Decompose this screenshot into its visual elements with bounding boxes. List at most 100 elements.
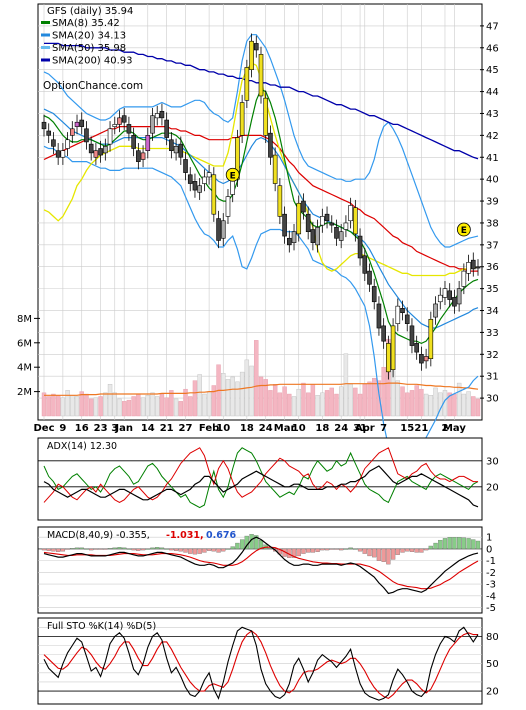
volume-bar: [112, 392, 117, 417]
date-tick-label: 18: [240, 423, 254, 434]
candle-body: [117, 117, 122, 125]
macd-histogram-bar: [46, 548, 51, 551]
legend-label: SMA(20) 34.13: [52, 31, 126, 42]
candle-body: [211, 174, 217, 215]
candle-body: [390, 325, 396, 370]
date-tick-label: Apr: [355, 423, 375, 434]
candle-body: [433, 303, 438, 318]
candle-body: [164, 119, 169, 138]
volume-bar: [84, 393, 89, 417]
macd-histogram-bar: [112, 547, 117, 550]
volume-bar: [390, 370, 396, 417]
price-tick-label: 38: [486, 218, 499, 229]
candle-body: [173, 146, 179, 154]
price-tick-label: 31: [486, 372, 499, 383]
volume-bar: [277, 392, 283, 417]
candle-body: [46, 130, 52, 136]
candle-body: [414, 343, 419, 353]
volume-bar: [192, 380, 198, 417]
macd-histogram-bar: [362, 548, 367, 554]
date-tick-label: 3: [111, 423, 118, 434]
volume-average-line: [44, 382, 479, 396]
volume-bar: [211, 385, 217, 417]
candle-body: [305, 213, 311, 233]
macd-histogram-bar: [438, 539, 443, 550]
price-tick-label: 47: [486, 21, 499, 32]
sma-red-line: [43, 125, 478, 272]
candle-body: [159, 110, 165, 119]
sto-label: Full STO %K(14) %D(5): [47, 621, 156, 632]
volume-bar: [60, 397, 66, 417]
macd-histogram-bar: [192, 548, 198, 555]
macd-layer: 10-1-2-3-4-5: [38, 533, 496, 614]
stochastic-layer: 80 50 20: [38, 626, 499, 701]
adx-label: ADX(14) 12.30: [47, 441, 117, 452]
volume-bar: [466, 391, 471, 417]
event-marker-label: E: [230, 171, 236, 181]
candle-body: [112, 124, 118, 127]
candle-body: [386, 343, 391, 373]
candle-body: [338, 231, 344, 241]
macd-histogram-bar: [357, 548, 363, 552]
candle-body: [244, 67, 250, 101]
volume-bar: [235, 381, 240, 417]
macd-histogram-bar: [70, 548, 75, 550]
macd-histogram-bar: [74, 547, 80, 550]
candle-body: [301, 200, 306, 213]
price-tick-label: 35: [486, 284, 499, 295]
event-marker: [456, 222, 471, 237]
volume-bar: [357, 393, 363, 417]
candle-body: [70, 128, 75, 136]
legend-label: SMA(8) 35.42: [52, 18, 120, 29]
volume-bar: [121, 401, 127, 417]
candle-body: [376, 303, 382, 329]
candle-body: [400, 308, 405, 314]
macd-histogram-bar: [390, 548, 396, 560]
macd-histogram-bar: [315, 548, 320, 552]
volume-tick-label: 4M: [17, 363, 32, 374]
volume-bar: [98, 396, 103, 417]
volume-bar: [475, 398, 481, 417]
volume-bar: [183, 388, 188, 417]
volume-bar: [324, 390, 330, 417]
candle-body: [65, 139, 70, 149]
candle-body: [442, 288, 448, 298]
volume-bar: [126, 399, 132, 417]
volume-bar: [107, 384, 113, 417]
macd-tick-label: 0: [486, 544, 492, 555]
date-tick-label: 27: [179, 423, 193, 434]
candle-body: [348, 205, 353, 222]
price-tick-label: 30: [486, 394, 499, 405]
macd-histogram-bar: [225, 548, 231, 550]
price-tick-label: 37: [486, 240, 499, 251]
price-tick-label: 32: [486, 350, 499, 361]
candle-body: [206, 172, 212, 178]
macd-histogram-bar: [183, 548, 188, 553]
volume-bar: [65, 390, 70, 417]
price-tick-label: 42: [486, 131, 499, 142]
candle-body: [41, 121, 47, 130]
candle-body: [277, 185, 283, 217]
volume-bar: [461, 393, 467, 417]
candle-body: [475, 266, 481, 269]
macd-histogram-bar: [188, 548, 193, 554]
macd-histogram-bar: [107, 548, 113, 550]
macd-histogram-bar: [41, 548, 47, 551]
volume-bar: [334, 393, 339, 417]
macd-histogram-bar: [89, 548, 94, 551]
candle-body: [154, 113, 160, 119]
volume-bar: [178, 401, 184, 417]
volume-bar: [287, 393, 292, 417]
candle-body: [371, 286, 377, 303]
macd-histogram-bar: [324, 548, 330, 551]
volume-bar: [414, 385, 419, 417]
macd-signal-line: [43, 546, 479, 590]
price-tick-label: 44: [486, 87, 499, 98]
macd-tick-label: -1: [486, 556, 496, 567]
macd-histogram-bar: [291, 548, 297, 558]
volume-bar: [117, 398, 122, 417]
candle-body: [470, 259, 476, 270]
candle-body: [268, 132, 273, 158]
volume-bar: [254, 340, 259, 417]
